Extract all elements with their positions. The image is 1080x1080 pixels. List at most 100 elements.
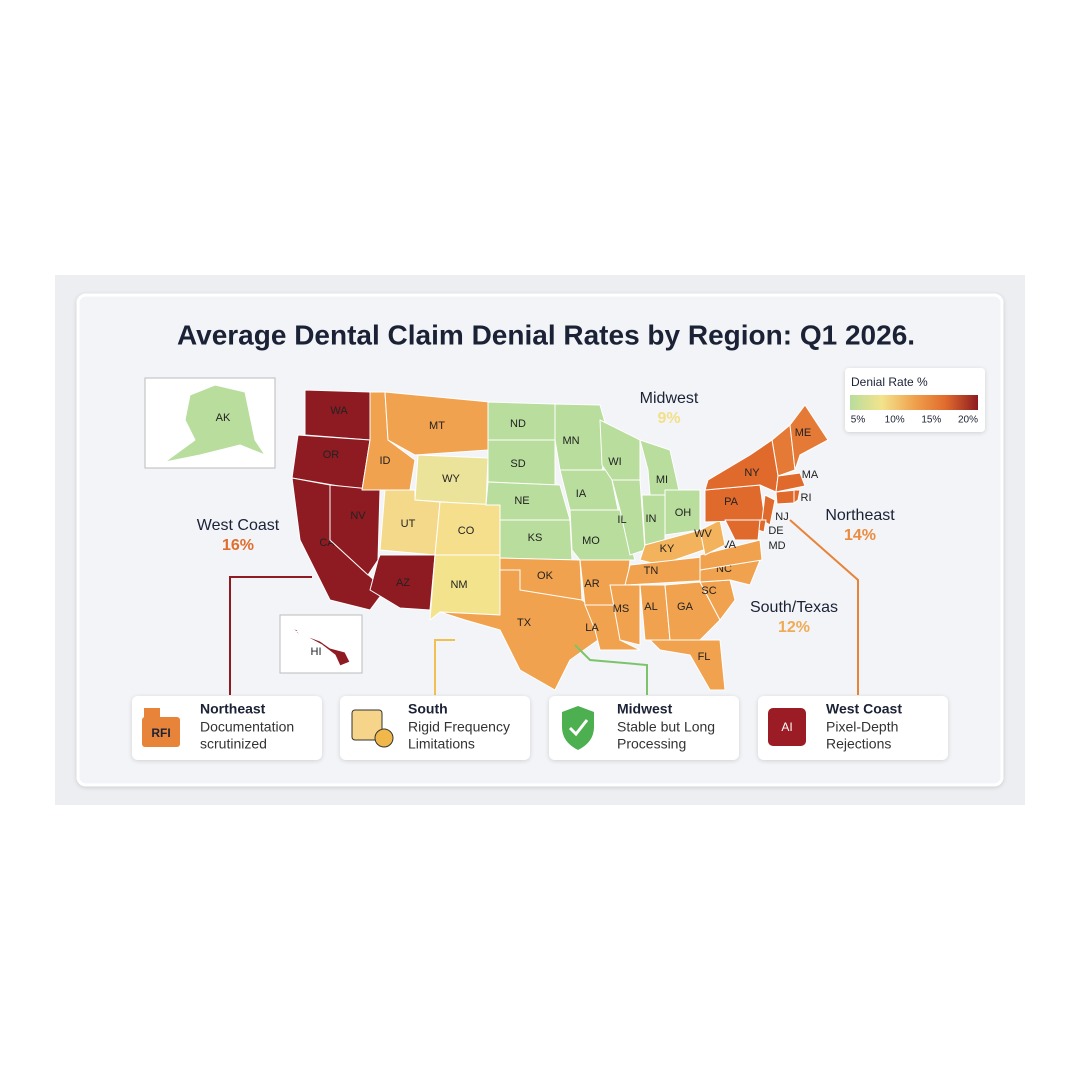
state <box>384 391 491 456</box>
state-label: SC <box>701 585 716 597</box>
icon <box>144 708 160 718</box>
card-text: Processing <box>617 736 686 752</box>
state <box>611 479 646 556</box>
state <box>289 627 351 667</box>
state-label: TX <box>517 617 532 629</box>
state <box>699 519 726 556</box>
legend-tick-label: 10% <box>885 415 905 426</box>
connector <box>574 644 648 695</box>
state-label: OH <box>675 507 692 519</box>
card-text: Documentation <box>200 719 294 735</box>
state-label: IL <box>617 514 626 526</box>
card-title: Northeast <box>200 701 266 717</box>
region-name: South/Texas <box>750 599 838 616</box>
state-label: PA <box>724 496 739 508</box>
legend-tick-label: 15% <box>921 415 941 426</box>
state-label: WV <box>694 528 712 540</box>
state-label: GA <box>677 601 694 613</box>
state <box>664 581 721 641</box>
state-label: ND <box>510 418 526 430</box>
state-label: AR <box>584 578 599 590</box>
legend-title: Denial Rate % <box>851 375 928 389</box>
icon <box>568 719 589 737</box>
icon <box>142 717 180 747</box>
icon <box>374 728 394 748</box>
region-name: Northeast <box>825 507 895 524</box>
connector <box>789 519 859 695</box>
state-label: AZ <box>396 577 410 589</box>
card-title: West Coast <box>826 701 902 717</box>
icon <box>562 706 594 750</box>
state-label: WI <box>608 456 621 468</box>
state-label: VA <box>722 539 737 551</box>
card-title: Midwest <box>617 701 673 717</box>
region-value: 9% <box>657 410 680 427</box>
state-label: IN <box>646 513 657 525</box>
state-label: MO <box>582 535 600 547</box>
region-value: 14% <box>844 527 876 544</box>
state-label: MN <box>562 435 579 447</box>
state-label: MS <box>613 603 630 615</box>
icon <box>768 708 806 746</box>
state-label: LA <box>585 622 599 634</box>
state-label: NJ <box>775 511 788 523</box>
card-text: Rigid Frequency <box>408 719 510 735</box>
state-label: ME <box>795 427 812 439</box>
state <box>724 519 761 541</box>
card-title: South <box>408 701 448 717</box>
state-label: WY <box>442 473 460 485</box>
state-label: AL <box>644 601 657 613</box>
card-text: Stable but Long <box>617 719 715 735</box>
state-label: MI <box>656 474 668 486</box>
state-label: RI <box>801 492 812 504</box>
state-label: MA <box>802 469 819 481</box>
state <box>439 569 599 691</box>
connector <box>434 639 455 695</box>
state-label: DE <box>768 525 783 537</box>
card-text: Rejections <box>826 736 891 752</box>
state-label: NV <box>350 510 366 522</box>
state <box>789 404 829 471</box>
icon-text: AI <box>781 720 792 734</box>
icon-text: RFI <box>151 726 170 740</box>
state <box>164 384 266 463</box>
state-label: KS <box>528 532 543 544</box>
state-label: TN <box>644 565 659 577</box>
state <box>649 639 726 691</box>
state <box>761 494 776 526</box>
map: AKWAORCANVIDMTWYUTAZCONMNDSDNEKSOKTXMNIA… <box>164 384 829 691</box>
state-label: WA <box>330 405 348 417</box>
state <box>609 584 641 646</box>
connectors <box>229 519 859 695</box>
state-label: OR <box>323 449 340 461</box>
state-label: MT <box>429 420 445 432</box>
state-label: AK <box>216 412 231 424</box>
state-label: NE <box>514 495 529 507</box>
state-label: NM <box>450 579 467 591</box>
state-label: IA <box>576 488 587 500</box>
state <box>639 529 719 566</box>
region-value: 12% <box>778 619 810 636</box>
region-name: Midwest <box>640 390 699 407</box>
legend-tick-label: 20% <box>958 415 978 426</box>
state-label: NY <box>744 467 760 479</box>
card-text: scrutinized <box>200 736 267 752</box>
state-label: OK <box>537 570 554 582</box>
state <box>775 472 806 493</box>
state-label: KY <box>660 543 675 555</box>
state-label: UT <box>401 518 416 530</box>
state-label: MD <box>768 540 785 552</box>
card <box>549 696 739 760</box>
state-label: ID <box>380 455 391 467</box>
region-name: West Coast <box>197 517 280 534</box>
region-value: 16% <box>222 537 254 554</box>
state-label: SD <box>510 458 525 470</box>
state-label: FL <box>698 651 711 663</box>
icon <box>351 709 383 741</box>
legend-bar <box>850 395 978 410</box>
state-label: CO <box>458 525 475 537</box>
state <box>793 489 801 504</box>
card-text: Limitations <box>408 736 475 752</box>
